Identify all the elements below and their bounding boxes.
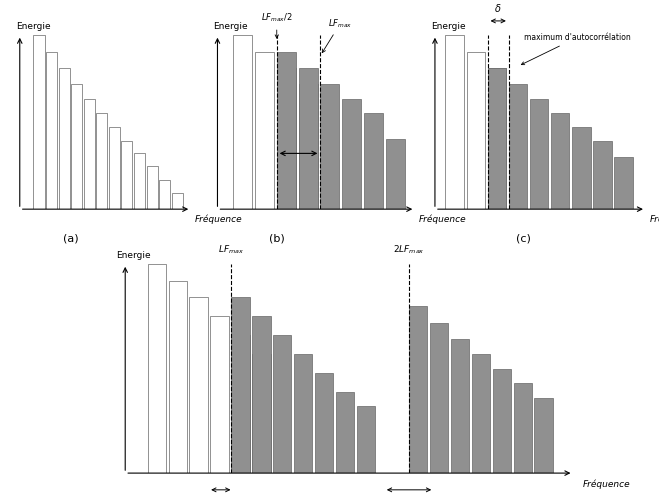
Bar <box>159 180 170 209</box>
Text: $LF_{max}/2$: $LF_{max}/2$ <box>261 12 293 38</box>
Text: (c): (c) <box>516 234 531 244</box>
Bar <box>109 127 120 209</box>
Text: Energie: Energie <box>16 22 51 31</box>
Bar <box>172 193 183 209</box>
Text: $2LF_{max}$: $2LF_{max}$ <box>393 243 425 255</box>
Bar <box>84 100 95 209</box>
Bar <box>488 68 506 209</box>
Bar <box>513 383 532 473</box>
Bar <box>233 35 252 209</box>
Bar <box>409 306 428 473</box>
Bar <box>357 406 375 473</box>
Text: $\delta$: $\delta$ <box>494 2 502 14</box>
Bar <box>315 373 333 473</box>
Bar <box>488 68 506 209</box>
Bar <box>614 157 633 209</box>
Bar <box>252 316 271 473</box>
Bar <box>277 52 296 209</box>
Bar <box>572 127 590 209</box>
Bar <box>71 84 82 209</box>
Bar <box>342 100 361 209</box>
Bar <box>430 323 448 473</box>
Bar <box>146 165 158 209</box>
Text: Energie: Energie <box>116 251 151 260</box>
Text: Fréquence: Fréquence <box>650 214 659 224</box>
Bar <box>169 281 187 473</box>
Bar <box>273 335 291 473</box>
Bar <box>231 297 250 473</box>
Bar <box>252 354 271 473</box>
Bar <box>277 68 296 209</box>
Text: (b): (b) <box>269 234 285 244</box>
Bar <box>509 84 527 209</box>
Bar <box>364 114 383 209</box>
Text: maximum d'autocorrélation: maximum d'autocorrélation <box>521 33 630 65</box>
Bar <box>451 339 469 473</box>
Bar <box>551 114 569 209</box>
Bar <box>472 354 490 473</box>
Bar <box>299 84 318 209</box>
Bar <box>59 68 70 209</box>
Bar <box>121 141 132 209</box>
Text: Fréquence: Fréquence <box>583 480 630 489</box>
Bar <box>96 114 107 209</box>
Bar <box>336 391 355 473</box>
Bar <box>493 369 511 473</box>
Bar <box>530 100 548 209</box>
Bar <box>534 398 553 473</box>
Bar <box>299 68 318 209</box>
Bar <box>255 52 274 209</box>
Bar <box>467 52 485 209</box>
Bar <box>445 35 464 209</box>
Text: $LF_{max}$: $LF_{max}$ <box>322 17 353 53</box>
Bar <box>46 52 57 209</box>
Bar <box>134 153 145 209</box>
Bar <box>386 139 405 209</box>
Bar <box>189 297 208 473</box>
Bar <box>231 335 250 473</box>
Bar <box>148 264 166 473</box>
Text: (a): (a) <box>63 234 79 244</box>
Text: Fréquence: Fréquence <box>194 214 242 224</box>
Text: Energie: Energie <box>214 22 248 31</box>
Text: Fréquence: Fréquence <box>419 214 467 224</box>
Bar <box>210 316 229 473</box>
Bar <box>593 141 612 209</box>
Bar <box>34 35 45 209</box>
Bar <box>294 354 312 473</box>
Text: $LF_{max}$: $LF_{max}$ <box>218 243 244 255</box>
Bar <box>320 84 339 209</box>
Text: Energie: Energie <box>431 22 465 31</box>
